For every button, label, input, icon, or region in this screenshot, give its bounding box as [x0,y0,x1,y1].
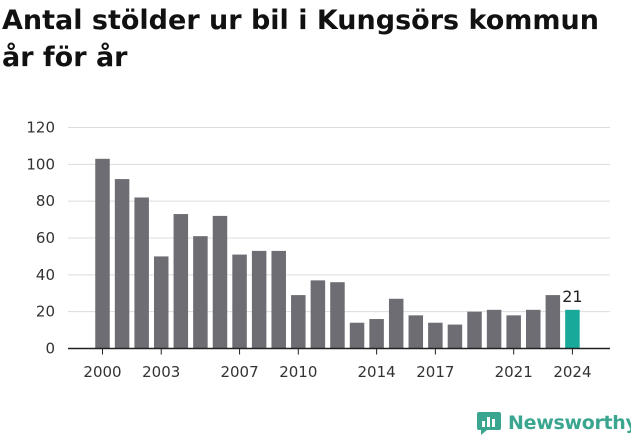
bar-2024 [565,309,580,349]
bar-2008 [251,250,267,349]
y-tick-label: 80 [36,192,55,210]
x-tick-label: 2021 [495,363,533,381]
bar-2010 [291,295,306,349]
bar-2018 [447,324,463,349]
chart-title: Antal stölder ur bil i Kungsörs kommun å… [2,5,599,73]
bar-2012 [330,282,345,349]
newsworthy-icon [477,412,501,435]
bar-2022 [526,309,541,349]
bar-2002 [134,197,149,349]
bar-2020 [486,309,502,349]
data-label-2024: 21 [562,287,582,306]
bar-2007 [232,254,247,349]
bar-2013 [349,322,365,349]
x-tick-label: 2003 [142,363,180,381]
y-tick-label: 20 [36,303,55,321]
y-axis: 0 20 40 60 80 100 120 [26,119,55,358]
bar-2001 [114,179,130,349]
x-axis: 2000 2003 2007 2010 2014 2017 2021 2024 [68,347,610,381]
bar-2023 [545,295,561,349]
bars [95,158,580,349]
bar-2017 [428,322,443,349]
bar-2005 [193,236,208,349]
data-labels: 21 [562,287,582,306]
bar-2003 [153,256,169,349]
x-tick-label: 2014 [358,363,396,381]
x-tick-label: 2024 [553,363,591,381]
y-tick-label: 60 [36,229,55,247]
y-tick-label: 0 [45,340,55,358]
y-tick-label: 120 [26,119,55,137]
bar-2011 [310,280,326,349]
x-tick-label: 2010 [279,363,317,381]
x-tick-label: 2007 [220,363,258,381]
bar-2016 [408,315,424,349]
bar-2009 [271,250,286,349]
bar-2014 [369,319,384,349]
y-tick-label: 100 [26,155,55,173]
bar-2021 [506,315,521,349]
bar-2004 [173,214,189,349]
brand-name: Newsworthy [508,412,631,434]
brand-logo: Newsworthy [476,408,631,438]
bar-2015 [388,298,404,349]
bar-2000 [95,158,110,349]
y-tick-label: 40 [36,266,55,284]
x-tick-label: 2000 [83,363,121,381]
bar-2006 [212,215,228,349]
bar-2019 [467,311,482,349]
x-tick-label: 2017 [416,363,454,381]
